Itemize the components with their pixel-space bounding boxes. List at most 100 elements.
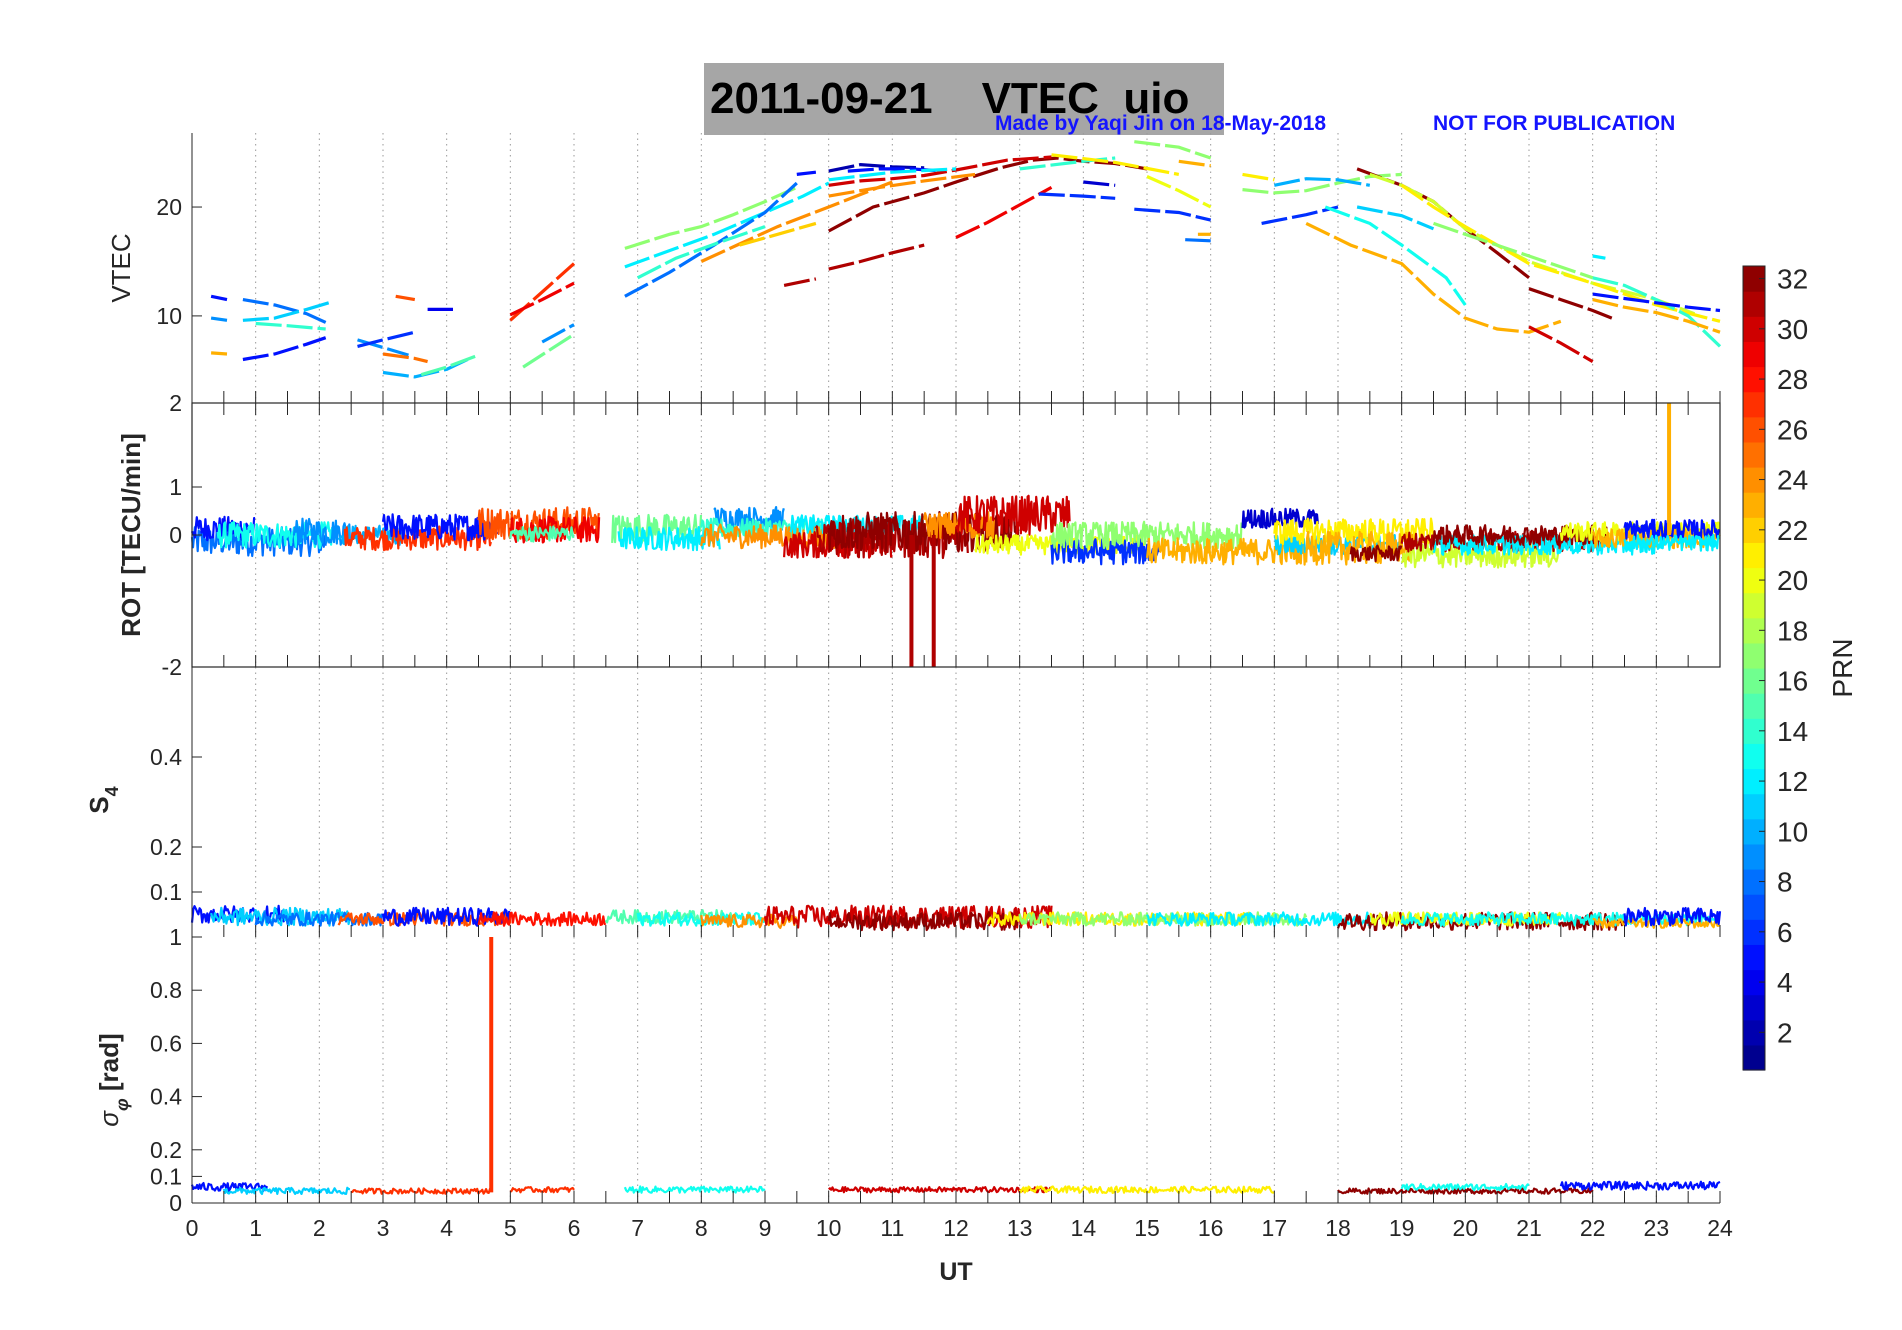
vtec-series-line [210, 294, 228, 302]
colorbar-frame [1742, 265, 1766, 1071]
rot-band-line [381, 513, 499, 542]
vtec-series-line [1242, 172, 1275, 182]
rot-band-line [292, 517, 352, 546]
x-tick-label: 7 [631, 1215, 644, 1241]
vtec-series-line [1185, 238, 1211, 243]
rot-band-line [509, 525, 575, 543]
colorbar-cell [1743, 894, 1765, 920]
vtec-series-line [828, 162, 925, 173]
sigma-band-line [1337, 1187, 1594, 1195]
sigma-band-line [351, 1187, 492, 1195]
colorbar-cell [1743, 969, 1765, 996]
y-tick-label: 0.1 [150, 879, 182, 905]
x-tick-label: 6 [568, 1215, 581, 1241]
colorbar-tick-label: 22 [1777, 515, 1808, 546]
vtec-series-line [796, 170, 817, 176]
colorbar-cell [1743, 793, 1765, 820]
s4-band-line [1146, 911, 1371, 927]
colorbar-cell [1743, 416, 1765, 443]
colorbar-cell [1743, 818, 1765, 845]
vtec-series-line [1356, 205, 1435, 231]
colorbar-cell [1743, 316, 1765, 342]
rot-band-line [1623, 518, 1721, 541]
colorbar-cell [1743, 542, 1765, 569]
vtec-series-line [700, 180, 893, 263]
colorbar-cell [1743, 768, 1765, 795]
y-tick-label: 20 [156, 194, 182, 220]
x-axis-label: UT [939, 1258, 972, 1286]
colorbar-tick-label: 2 [1777, 1017, 1793, 1048]
y-tick-label: 1 [169, 474, 182, 500]
s4-ylabel-sub: 4 [102, 786, 122, 796]
s4-band-line [700, 913, 798, 930]
colorbar-cell [1743, 718, 1765, 744]
vtec-series-line [636, 225, 766, 280]
s4-band-line [1623, 906, 1722, 927]
vtec-series-line [395, 294, 416, 302]
x-tick-label: 9 [759, 1215, 772, 1241]
y-tick-label: 0.4 [150, 744, 182, 770]
vtec-series-line [242, 298, 327, 324]
x-tick-label: 1 [249, 1215, 262, 1241]
colorbar-cell [1743, 492, 1765, 518]
rot-band-line [1349, 544, 1403, 563]
vtec-series-line [1432, 221, 1594, 280]
vtec-series-line [624, 181, 798, 298]
s4-band-line [381, 906, 512, 927]
x-tick-label: 24 [1707, 1215, 1733, 1241]
y-tick-label: -2 [162, 654, 182, 680]
rot-band-line [216, 520, 334, 550]
colorbar-cell [1743, 1044, 1765, 1071]
s4-band-line [1592, 917, 1721, 929]
x-tick-label: 0 [186, 1215, 199, 1241]
vtec-series-line [1146, 175, 1212, 209]
axes-panel-1: -2 0 2 [162, 390, 1721, 680]
vtec-series-group [210, 140, 1722, 379]
s4-band-line [477, 911, 607, 927]
vtec-series-line [783, 277, 817, 287]
s4-series-group [190, 904, 1722, 932]
x-tick-label: 5 [504, 1215, 517, 1241]
colorbar-cell [1743, 869, 1765, 895]
vtec-series-line [210, 351, 228, 356]
y-tick-label: 0.2 [150, 834, 182, 860]
colorbar-cell [1743, 693, 1765, 719]
vtec-series-line [1305, 221, 1562, 334]
x-tick-label: 10 [816, 1215, 842, 1241]
sigma-ylabel-units: [rad] [94, 1033, 124, 1098]
colorbar-tick-label: 32 [1777, 264, 1808, 295]
rot-band-line [954, 494, 1071, 536]
vtec-series-line [1592, 298, 1721, 334]
sigma-band-line [1559, 1180, 1721, 1191]
sigma-band-line [623, 1185, 766, 1194]
y-tick-label: 0 [169, 522, 182, 548]
colorbar-label: PRN [1827, 638, 1858, 697]
sigma-series-group [190, 937, 1721, 1196]
y-tick-label: 0.8 [150, 977, 182, 1003]
rot-band-line [611, 513, 703, 544]
vtec-series-line [828, 172, 976, 198]
sigma-ylabel: σφ [rad] [94, 1033, 132, 1126]
sigma-band-line [1400, 1182, 1530, 1192]
colorbar-cell [1743, 366, 1765, 393]
figure-title: 2011-09-21 VTEC uio [710, 74, 1189, 124]
vtec-series-line [242, 300, 333, 322]
x-tick-label: 23 [1644, 1215, 1670, 1241]
colorbar-cell [1743, 642, 1765, 669]
vtec-series-line [1134, 207, 1212, 222]
colorbar-cell [1743, 843, 1765, 870]
y-tick-label: 2 [169, 390, 182, 416]
sigma-band-line [222, 1186, 350, 1196]
vtec-series-line [624, 185, 798, 250]
x-tick-label: 21 [1516, 1215, 1542, 1241]
sigma-band-line [190, 1181, 269, 1193]
y-tick-label: 0 [169, 1190, 182, 1216]
x-tick-label: 2 [313, 1215, 326, 1241]
publication-notice: NOT FOR PUBLICATION [1433, 112, 1676, 135]
vtec-ylabel: VTEC [106, 233, 136, 302]
title-background [704, 63, 1224, 135]
s4-ylabel-main: S [84, 796, 114, 813]
vtec-series-line [1051, 153, 1180, 176]
x-tick-label: 4 [440, 1215, 453, 1241]
